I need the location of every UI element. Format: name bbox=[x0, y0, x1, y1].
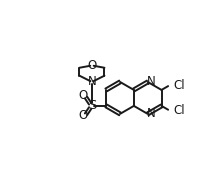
Text: O: O bbox=[79, 89, 88, 102]
Text: S: S bbox=[88, 99, 96, 112]
Text: N: N bbox=[146, 107, 155, 120]
Text: O: O bbox=[87, 59, 97, 72]
Text: N: N bbox=[146, 75, 155, 88]
Text: Cl: Cl bbox=[173, 104, 185, 117]
Text: Cl: Cl bbox=[173, 79, 185, 92]
Text: N: N bbox=[88, 75, 96, 88]
Text: O: O bbox=[79, 110, 88, 122]
